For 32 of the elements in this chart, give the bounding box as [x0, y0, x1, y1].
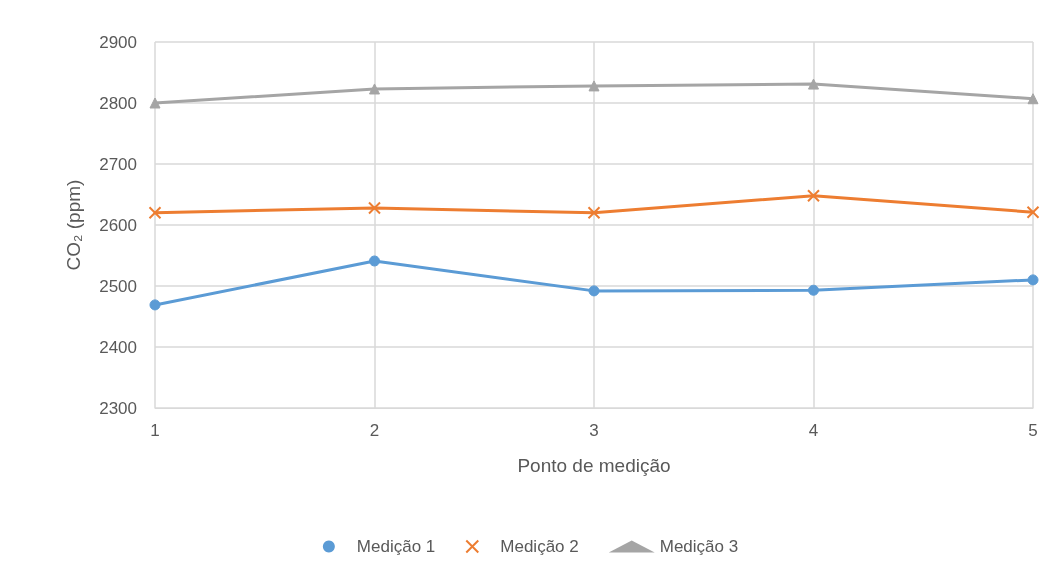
- point: [369, 83, 380, 95]
- y-tick-label: 2400: [99, 337, 137, 357]
- point: [808, 78, 819, 90]
- point: [149, 299, 161, 311]
- y-tick-label: 2800: [99, 93, 137, 113]
- y-axis-title: CO₂ (ppm): [63, 179, 84, 271]
- point: [808, 284, 819, 296]
- point: [1027, 93, 1039, 105]
- y-tick-label: 2300: [99, 398, 137, 418]
- y-tick-label: 2700: [99, 154, 137, 174]
- x-tick-label: 5: [1028, 421, 1038, 440]
- x-tick-label: 2: [369, 421, 380, 440]
- point: [588, 285, 600, 297]
- y-tick-label: 2500: [99, 276, 137, 296]
- legend-label: Medição 3: [659, 537, 739, 556]
- point: [807, 189, 820, 203]
- point: [1026, 205, 1040, 219]
- point: [149, 97, 161, 109]
- x-tick-label: 4: [808, 421, 819, 440]
- legend-label: Medição 1: [356, 537, 436, 556]
- point: [587, 206, 601, 220]
- point: [588, 80, 600, 92]
- y-tick-label: 2900: [99, 32, 137, 52]
- x-tick-label: 1: [150, 421, 160, 440]
- point: [1027, 274, 1039, 286]
- point: [369, 255, 380, 267]
- legend-label: Medição 2: [500, 537, 579, 556]
- y-tick-label: 2600: [99, 215, 137, 235]
- x-tick-label: 3: [589, 421, 599, 440]
- point: [368, 201, 381, 215]
- x-axis-title: Ponto de medição: [517, 455, 671, 476]
- point: [148, 206, 162, 220]
